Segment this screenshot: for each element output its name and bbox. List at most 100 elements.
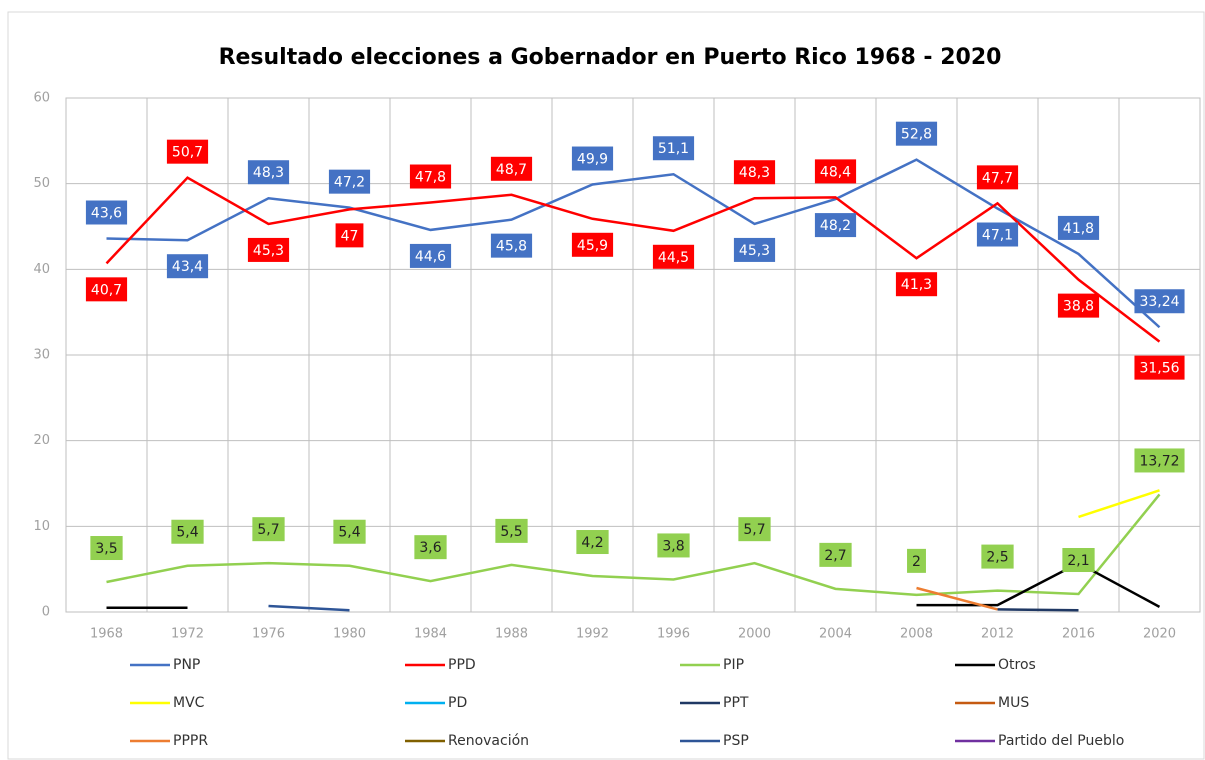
data-label-text: 47,2 (334, 175, 365, 191)
data-label: 45,9 (571, 232, 614, 257)
series-line (997, 608, 1079, 612)
data-label-box (657, 533, 690, 558)
legend-label: PPPR (173, 733, 208, 749)
data-label: 45,8 (490, 233, 533, 258)
data-label-box (819, 542, 852, 567)
data-label: 48,3 (247, 160, 290, 185)
data-label-text: 3,5 (95, 541, 117, 557)
series-line (1078, 489, 1160, 519)
data-label-box (576, 530, 609, 555)
data-label-box (652, 136, 695, 161)
data-label: 41,3 (895, 272, 938, 297)
legend-label: MUS (998, 695, 1029, 711)
data-label: 47,7 (976, 165, 1019, 190)
data-label-text: 5,4 (176, 525, 198, 541)
data-label: 5,4 (333, 519, 366, 544)
data-label-text: 2,1 (1067, 553, 1089, 569)
data-label: 5,7 (738, 517, 771, 542)
data-label-box (90, 536, 123, 561)
data-label-box (733, 160, 776, 185)
legend-label: PNP (173, 657, 200, 673)
series-line (106, 158, 1161, 329)
data-label-text: 48,3 (253, 165, 284, 181)
data-label-text: 38,8 (1063, 299, 1094, 315)
y-tick-label: 20 (33, 433, 50, 448)
data-label-text: 47,7 (982, 170, 1013, 186)
data-label: 47,2 (328, 169, 371, 194)
data-label-box (976, 165, 1019, 190)
x-tick-label: 2012 (981, 627, 1014, 642)
data-label-box (1134, 289, 1185, 314)
data-label-box (166, 139, 209, 164)
data-label-box (247, 160, 290, 185)
data-label-text: 5,5 (500, 524, 522, 540)
data-label: 3,8 (657, 533, 690, 558)
data-label: 48,3 (733, 160, 776, 185)
x-tick-label: 1992 (576, 627, 609, 642)
legend-label: PPT (723, 695, 749, 711)
x-tick-label: 2004 (819, 627, 852, 642)
data-label-box (814, 159, 857, 184)
data-label: 40,7 (85, 277, 128, 302)
series-line (916, 561, 1161, 608)
data-label: 5,5 (495, 518, 528, 543)
legend-label: MVC (173, 695, 205, 711)
data-label-text: 2 (912, 554, 921, 570)
data-label: 43,6 (85, 200, 128, 225)
data-label-box (1057, 215, 1100, 240)
data-label: 44,5 (652, 244, 695, 269)
data-label-text: 5,4 (338, 525, 360, 541)
legend-label: PIP (723, 657, 744, 673)
data-label-box (1134, 448, 1185, 473)
data-label-box (733, 237, 776, 262)
data-label: 47 (335, 223, 364, 248)
data-label-text: 2,5 (986, 550, 1008, 566)
data-label-text: 33,24 (1139, 294, 1179, 310)
data-label-text: 13,72 (1139, 453, 1179, 469)
series-line (268, 604, 350, 612)
data-label-text: 43,4 (172, 259, 203, 275)
data-label: 3,6 (414, 535, 447, 560)
data-label-text: 50,7 (172, 145, 203, 161)
legend-label: PPD (448, 657, 476, 673)
legend-label: Partido del Pueblo (998, 733, 1124, 749)
data-label-text: 52,8 (901, 127, 932, 143)
data-label-box (335, 223, 364, 248)
data-label-box (907, 548, 926, 573)
data-label-box (328, 169, 371, 194)
data-label-text: 47,8 (415, 170, 446, 186)
data-label-text: 48,3 (739, 165, 770, 181)
x-tick-label: 1976 (252, 627, 285, 642)
data-label-text: 3,8 (662, 538, 684, 554)
data-label-box (1134, 355, 1185, 380)
chart-frame (7, 11, 1205, 760)
data-label-text: 41,8 (1063, 221, 1094, 237)
data-label-text: 45,8 (496, 239, 527, 255)
data-label-box (490, 156, 533, 181)
data-label: 44,6 (409, 243, 452, 268)
data-label: 13,72 (1134, 448, 1185, 473)
data-label: 2,7 (819, 542, 852, 567)
data-label-text: 48,7 (496, 162, 527, 178)
data-label: 43,4 (166, 254, 209, 279)
series-line (916, 586, 998, 611)
data-label: 51,1 (652, 136, 695, 161)
data-label: 2,5 (981, 544, 1014, 569)
data-label-text: 44,5 (658, 250, 689, 266)
data-label-box (571, 232, 614, 257)
data-label-box (85, 277, 128, 302)
data-label-box (414, 535, 447, 560)
data-label-text: 45,3 (253, 243, 284, 259)
data-label-box (409, 164, 452, 189)
data-label-box (895, 272, 938, 297)
data-label-text: 40,7 (91, 282, 122, 298)
x-tick-label: 2000 (738, 627, 771, 642)
data-label-box (814, 213, 857, 238)
data-label: 3,5 (90, 536, 123, 561)
data-label-box (976, 222, 1019, 247)
data-label: 48,2 (814, 213, 857, 238)
data-label-box (1062, 548, 1095, 573)
x-tick-label: 1996 (657, 627, 690, 642)
y-tick-label: 40 (33, 262, 50, 277)
